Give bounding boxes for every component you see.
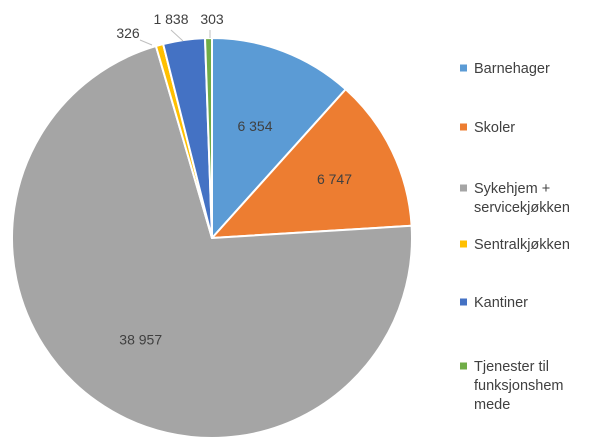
pie-slice-sykehjem-servicekj-kken	[11, 45, 414, 440]
legend-label-sykehjem-servicekj-kken: Sykehjem + servicekjøkken	[474, 181, 570, 216]
legend-label-barnehager: Barnehager	[474, 61, 550, 77]
pie-slices	[11, 36, 414, 440]
legend-marker-sentralkj-kken	[460, 240, 467, 248]
slice-label-skoler: 6 747	[317, 171, 352, 187]
legend-item-sykehjem-servicekj-kken: Sykehjem + servicekjøkken	[460, 181, 570, 216]
legend-label-skoler: Skoler	[474, 120, 515, 136]
legend-marker-skoler	[460, 123, 467, 131]
legend-label-tjenester-til-funksjonshemmede: Tjenester til funksjonshem mede	[474, 359, 563, 413]
legend-item-barnehager: Barnehager	[460, 61, 550, 77]
leader-line-sentralkj-kken	[139, 39, 153, 46]
legend-label-sentralkj-kken: Sentralkjøkken	[474, 237, 570, 253]
legend-item-kantiner: Kantiner	[460, 295, 528, 311]
legend-label-line: Tjenester til	[474, 359, 549, 375]
legend-label-line: Kantiner	[474, 295, 528, 311]
legend-label-line: Sentralkjøkken	[474, 237, 570, 253]
legend-label-line: Skoler	[474, 120, 515, 136]
legend: Barnehager Skoler Sykehjem + servicekjøkken…	[460, 61, 570, 413]
slice-labels: 6 354 6 747 38 957 326 1 838 303	[116, 11, 352, 347]
slice-label-kantiner: 1 838	[153, 11, 188, 27]
legend-label-line: Sykehjem +	[474, 181, 550, 197]
pie-slice-barnehager	[211, 37, 347, 239]
legend-label-line: funksjonshem	[474, 378, 563, 394]
legend-label-line: mede	[474, 397, 510, 413]
legend-item-tjenester-til-funksjonshemmede: Tjenester til funksjonshem mede	[460, 359, 563, 413]
slice-label-barnehager: 6 354	[237, 118, 272, 134]
legend-marker-sykehjem-servicekj-kken	[460, 184, 467, 192]
legend-marker-kantiner	[460, 298, 467, 306]
legend-label-line: servicekjøkken	[474, 200, 570, 216]
slice-label-tjenester-til-funksjonshemmede: 303	[200, 11, 224, 27]
leader-lines	[139, 29, 211, 46]
legend-label-kantiner: Kantiner	[474, 295, 528, 311]
legend-item-sentralkj-kken: Sentralkjøkken	[460, 237, 570, 253]
legend-label-line: Barnehager	[474, 61, 550, 77]
pie-slice-skoler	[211, 88, 413, 239]
legend-marker-tjenester-til-funksjonshemmede	[460, 362, 467, 370]
legend-marker-barnehager	[460, 64, 467, 72]
slice-label-sentralkj-kken: 326	[116, 25, 140, 41]
pie-slice-tjenester-til-funksjonshemmede	[204, 36, 213, 239]
leader-line-kantiner	[170, 29, 184, 42]
legend-item-skoler: Skoler	[460, 120, 515, 136]
slice-label-sykehjem-servicekj-kken: 38 957	[119, 331, 162, 347]
